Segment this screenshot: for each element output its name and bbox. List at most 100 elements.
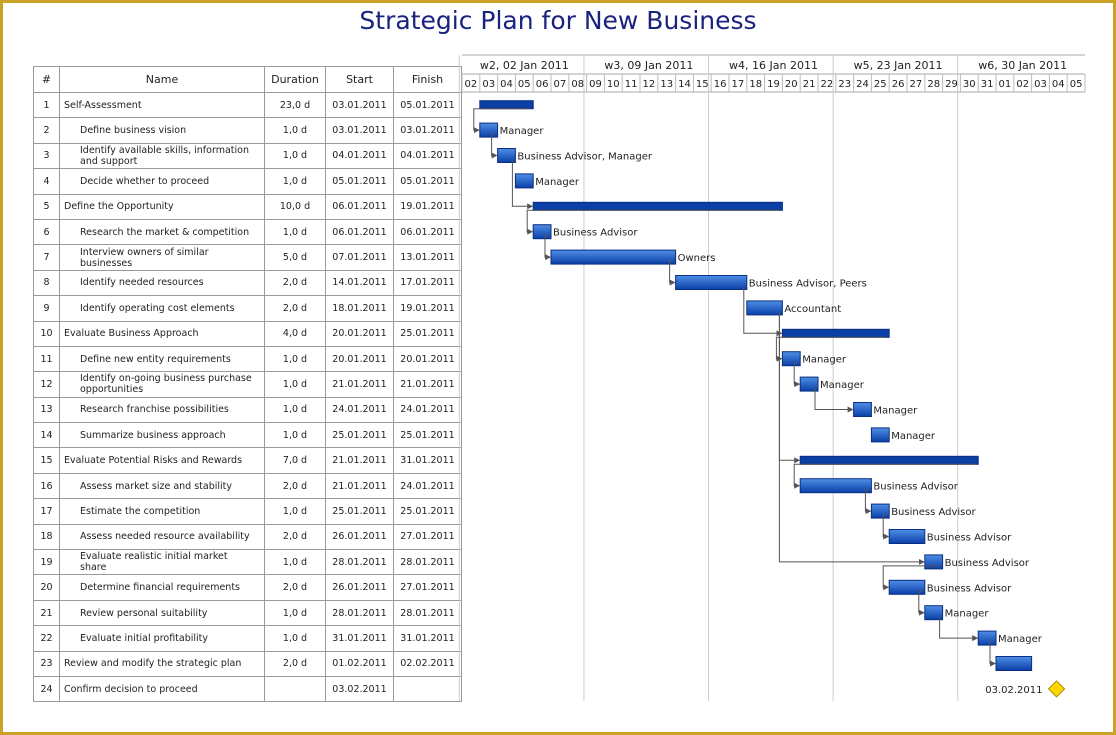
dependency-arrow — [778, 311, 925, 565]
resource-label: Business Advisor, Manager — [517, 152, 653, 163]
day-label: 07 — [554, 79, 567, 90]
task-finish: 31.01.2011 — [393, 447, 462, 474]
task-bar[interactable] — [995, 656, 1033, 671]
task-table: # Name Duration Start Finish 1 Self-Asses… — [33, 66, 462, 703]
table-row[interactable]: 15 Evaluate Potential Risks and Rewards 7,… — [33, 447, 462, 474]
task-duration: 2,0 d — [264, 650, 326, 677]
task-name: Define the Opportunity — [59, 193, 265, 220]
task-bar[interactable] — [550, 249, 677, 265]
task-bar[interactable] — [888, 529, 926, 544]
resource-label: Business Advisor, Peers — [749, 279, 867, 290]
table-row[interactable]: 24 Confirm decision to proceed 03.02.2011 — [33, 675, 462, 703]
milestone-date-label: 03.02.2011 — [985, 685, 1042, 696]
task-duration: 2,0 d — [264, 295, 326, 322]
table-row[interactable]: 11 Define new entity requirements 1,0 d 20.… — [33, 345, 462, 373]
day-label: 18 — [749, 79, 762, 90]
day-label: 10 — [607, 79, 620, 90]
task-number: 17 — [33, 498, 60, 525]
task-name: Research the market & competition — [59, 218, 265, 246]
task-number: 11 — [33, 345, 60, 373]
day-label: 06 — [536, 79, 549, 90]
task-duration: 1,0 d — [264, 117, 326, 144]
table-row[interactable]: 22 Evaluate initial profitability 1,0 d 31.… — [33, 625, 462, 652]
task-start: 24.01.2011 — [325, 396, 394, 424]
day-label: 23 — [838, 79, 851, 90]
day-label: 02 — [465, 79, 478, 90]
day-label: 12 — [643, 79, 656, 90]
task-name: Evaluate Business Approach — [59, 320, 265, 347]
resource-label: Owners — [678, 253, 716, 264]
task-bar[interactable] — [799, 376, 819, 392]
table-row[interactable]: 1 Self-Assessment 23,0 d 03.01.2011 05.01.20… — [33, 91, 462, 119]
summary-bar[interactable] — [799, 455, 979, 465]
task-bar[interactable] — [870, 427, 890, 443]
task-bar[interactable] — [888, 579, 926, 595]
day-label: 24 — [856, 79, 869, 90]
task-bar[interactable] — [514, 173, 534, 189]
task-bar[interactable] — [532, 224, 552, 240]
week-label: w2, 02 Jan 2011 — [480, 59, 569, 72]
task-bar[interactable] — [746, 300, 783, 316]
day-label: 03 — [482, 79, 495, 90]
task-name: Self-Assessment — [59, 91, 265, 119]
task-bar[interactable] — [853, 402, 872, 417]
task-duration: 1,0 d — [264, 625, 326, 652]
task-finish: 03.01.2011 — [393, 117, 462, 144]
resource-label: Manager — [802, 355, 847, 366]
resource-label: Business Advisor — [927, 533, 1012, 544]
table-row[interactable]: 8 Identify needed resources 2,0 d 14.01.201… — [33, 269, 462, 297]
dependency-arrow — [814, 388, 854, 413]
task-name: Identify on-going business purchase oppo… — [59, 371, 265, 398]
task-start: 25.01.2011 — [325, 498, 394, 525]
task-duration: 1,0 d — [264, 422, 326, 449]
task-start: 14.01.2011 — [325, 269, 394, 297]
summary-bar[interactable] — [781, 328, 890, 338]
dependency-arrow — [864, 489, 872, 515]
task-bar[interactable] — [675, 275, 748, 290]
resource-label: Business Advisor — [891, 507, 976, 518]
summary-bar[interactable] — [479, 100, 534, 110]
task-number: 2 — [33, 117, 60, 144]
task-number: 3 — [33, 142, 60, 170]
task-finish: 21.01.2011 — [393, 371, 462, 398]
table-row[interactable]: 12 Identify on-going business purchase op… — [33, 371, 462, 398]
task-bar[interactable] — [781, 351, 801, 367]
table-row[interactable]: 2 Define business vision 1,0 d 03.01.2011 03… — [33, 117, 462, 144]
table-row[interactable]: 19 Evaluate realistic initial market shar… — [33, 549, 462, 576]
dependency-arrow — [743, 286, 783, 337]
table-row[interactable]: 21 Review personal suitability 1,0 d 28.01.… — [33, 599, 462, 627]
task-bar[interactable] — [799, 478, 872, 494]
dependency-arrow — [793, 362, 801, 388]
day-label: 13 — [660, 79, 673, 90]
task-bar[interactable] — [497, 148, 516, 163]
table-row[interactable]: 6 Research the market & competition 1,0 d 0… — [33, 218, 462, 246]
dependency-arrow — [526, 209, 780, 235]
task-finish: 27.01.2011 — [393, 523, 462, 551]
dependency-arrow — [491, 133, 498, 159]
task-bar[interactable] — [977, 630, 997, 646]
milestone-diamond[interactable] — [1047, 680, 1066, 698]
table-row[interactable]: 5 Define the Opportunity 10,0 d 06.01.2011 1… — [33, 193, 462, 220]
task-name: Assess needed resource availability — [59, 523, 265, 551]
task-finish: 25.01.2011 — [393, 320, 462, 347]
task-bar[interactable] — [479, 122, 499, 138]
table-row[interactable]: 7 Interview owners of similar businesses 5… — [33, 244, 462, 271]
table-row[interactable]: 10 Evaluate Business Approach 4,0 d 20.01.2… — [33, 320, 462, 347]
dependency-arrow — [793, 463, 976, 489]
task-duration: 2,0 d — [264, 523, 326, 551]
day-label: 30 — [963, 79, 976, 90]
summary-bar[interactable] — [532, 201, 783, 211]
task-start: 26.01.2011 — [325, 574, 394, 601]
task-name: Confirm decision to proceed — [59, 675, 265, 703]
day-label: 04 — [500, 79, 513, 90]
day-label: 28 — [927, 79, 940, 90]
task-start: 28.01.2011 — [325, 549, 394, 576]
table-row[interactable]: 18 Assess needed resource availability 2,0… — [33, 523, 462, 551]
task-bar[interactable] — [924, 554, 944, 570]
dependency-arrow — [882, 565, 940, 591]
table-row[interactable]: 17 Estimate the competition 1,0 d 25.01.201… — [33, 498, 462, 525]
task-bar[interactable] — [870, 503, 890, 519]
table-row[interactable]: 4 Decide whether to proceed 1,0 d 05.01.201… — [33, 168, 462, 195]
